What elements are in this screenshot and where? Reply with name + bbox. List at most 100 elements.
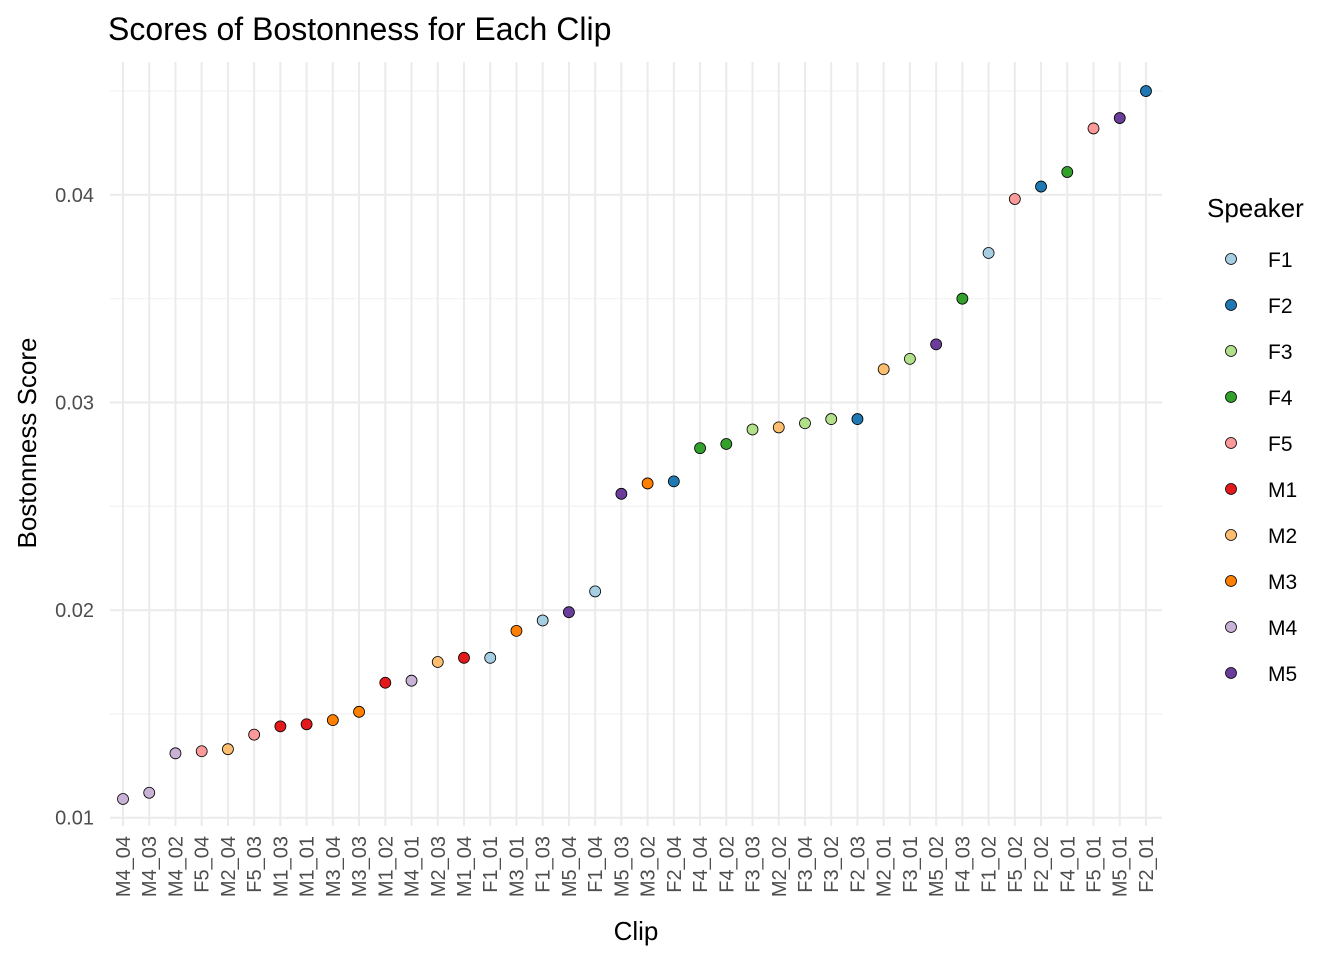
data-point: [1113, 112, 1126, 124]
data-point: [667, 475, 680, 488]
x-tick-label: F5_02: [1005, 836, 1027, 893]
x-tick-label: M3_03: [349, 836, 371, 897]
x-tick-label: F1_03: [533, 836, 555, 893]
x-tick-label: F1_01: [480, 836, 502, 893]
data-point: [536, 614, 549, 627]
x-tick-label: M4_03: [139, 836, 161, 897]
x-tick-label: M1_03: [270, 836, 292, 897]
x-tick-label: M5_04: [559, 836, 581, 897]
x-tick-label: M5_01: [1110, 836, 1132, 897]
y-tick-label: 0.03: [55, 392, 94, 414]
data-point: [195, 745, 208, 758]
legend-label: M3: [1268, 571, 1297, 594]
x-tick-label: F4_02: [716, 836, 738, 893]
grid-lines: [110, 62, 1162, 826]
legend-label: M1: [1268, 479, 1297, 502]
data-point: [405, 674, 418, 687]
x-tick-label: F2_04: [664, 836, 686, 893]
data-point: [825, 413, 838, 425]
legend-label: F3: [1268, 341, 1293, 364]
legend-item: M4: [1225, 617, 1297, 640]
y-tick-label: 0.04: [55, 185, 94, 207]
x-tick-label: F2_02: [1031, 836, 1053, 893]
data-point: [746, 423, 759, 436]
x-tick-label: F4_04: [690, 836, 712, 893]
chart-title: Scores of Bostonness for Each Clip: [108, 11, 611, 47]
legend-item: F4: [1225, 387, 1293, 410]
data-point: [274, 720, 287, 733]
x-tick-label: F1_04: [585, 836, 607, 893]
data-point: [431, 656, 444, 668]
x-tick-label: M2_04: [218, 836, 240, 897]
data-point: [877, 363, 890, 376]
legend-key: [1225, 345, 1237, 357]
legend-key: [1225, 437, 1237, 449]
legend-item: F5: [1225, 433, 1293, 456]
x-tick-label: M2_02: [769, 836, 791, 897]
data-point: [641, 477, 654, 490]
x-tick-label: F3_01: [900, 836, 922, 893]
x-tick-label: M3_01: [506, 836, 528, 897]
x-tick-label: F5_01: [1084, 836, 1106, 893]
legend-items: F1 F2 F3 F4 F5 M1 M2 M3 M4 M5: [1225, 249, 1297, 686]
legend-key: [1225, 575, 1237, 587]
data-point: [222, 743, 234, 756]
x-tick-label: M3_04: [323, 836, 345, 897]
data-point: [563, 606, 575, 619]
legend-label: M2: [1268, 525, 1297, 548]
x-tick-label: F1_02: [979, 836, 1001, 893]
x-tick-label: F2_01: [1136, 836, 1158, 893]
y-tick-label: 0.02: [55, 600, 94, 622]
legend-item: M5: [1225, 663, 1297, 686]
data-point: [143, 786, 156, 799]
data-point: [1140, 85, 1152, 97]
data-point: [772, 421, 785, 434]
x-tick-label: M4_01: [402, 836, 424, 897]
legend-item: F1: [1225, 249, 1293, 272]
x-tick-label: F4_03: [952, 836, 974, 893]
data-point: [1061, 166, 1074, 178]
x-tick-label: F3_03: [743, 836, 765, 893]
x-tick-label: M1_02: [375, 836, 397, 897]
legend-label: M5: [1268, 663, 1297, 686]
data-point: [1008, 193, 1021, 205]
x-tick-label: F2_03: [847, 836, 869, 893]
data-point: [904, 352, 916, 365]
data-point: [1087, 122, 1100, 135]
legend-key: [1225, 621, 1237, 633]
x-tick-label: M5_02: [926, 836, 948, 897]
x-tick-label: M2_03: [428, 836, 450, 897]
x-tick-label: M5_03: [611, 836, 633, 897]
legend-key: [1225, 391, 1237, 403]
legend-key: [1225, 299, 1237, 311]
legend-label: F1: [1268, 249, 1293, 272]
data-point: [1035, 180, 1047, 193]
legend-label: F2: [1268, 295, 1293, 318]
legend-item: M2: [1225, 525, 1297, 548]
y-tick-label: 0.01: [55, 808, 94, 830]
legend-label: M4: [1268, 617, 1297, 640]
data-point: [851, 413, 864, 425]
x-tick-label: F5_04: [192, 836, 214, 893]
legend-key: [1225, 253, 1237, 265]
x-axis-title: Clip: [614, 916, 659, 946]
y-axis-title: Bostonness Score: [12, 337, 42, 548]
data-point: [956, 292, 969, 305]
legend-title: Speaker: [1207, 193, 1304, 223]
legend: Speaker F1 F2 F3 F4 F5 M1 M2 M3 M4 M5: [1207, 193, 1304, 686]
data-point: [615, 487, 628, 500]
legend-item: F3: [1225, 341, 1293, 364]
data-point: [484, 651, 497, 664]
data-point: [117, 793, 129, 805]
legend-key: [1225, 529, 1237, 541]
data-point: [379, 676, 392, 689]
data-point: [589, 585, 602, 598]
x-tick-label: F3_02: [821, 836, 843, 893]
data-point: [510, 624, 523, 637]
data-point: [458, 651, 470, 664]
data-point: [799, 417, 811, 430]
data-point: [930, 338, 943, 351]
legend-key: [1225, 667, 1237, 679]
data-point: [326, 714, 339, 727]
